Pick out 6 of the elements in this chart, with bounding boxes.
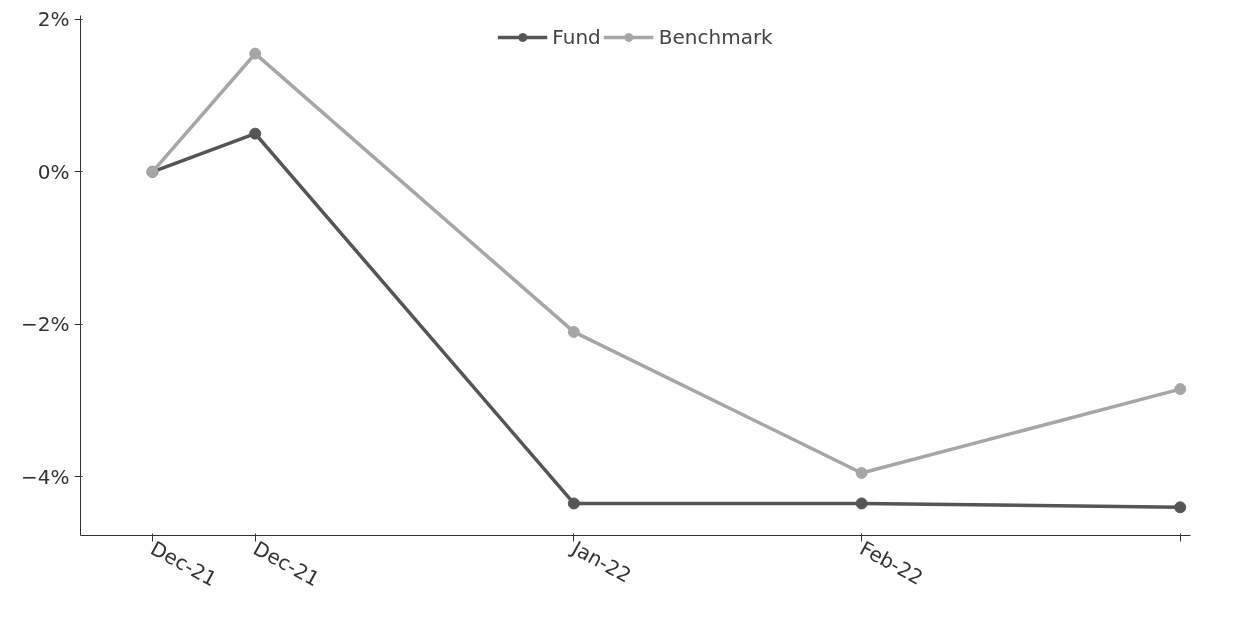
y-tick-label: 0% (37, 159, 70, 184)
legend-label: Benchmark (658, 25, 773, 49)
y-tick-label: −2% (21, 312, 70, 337)
legend-label: Fund (552, 25, 601, 49)
y-tick-label: 2% (37, 7, 70, 32)
y-tick-label: −4% (21, 464, 70, 489)
